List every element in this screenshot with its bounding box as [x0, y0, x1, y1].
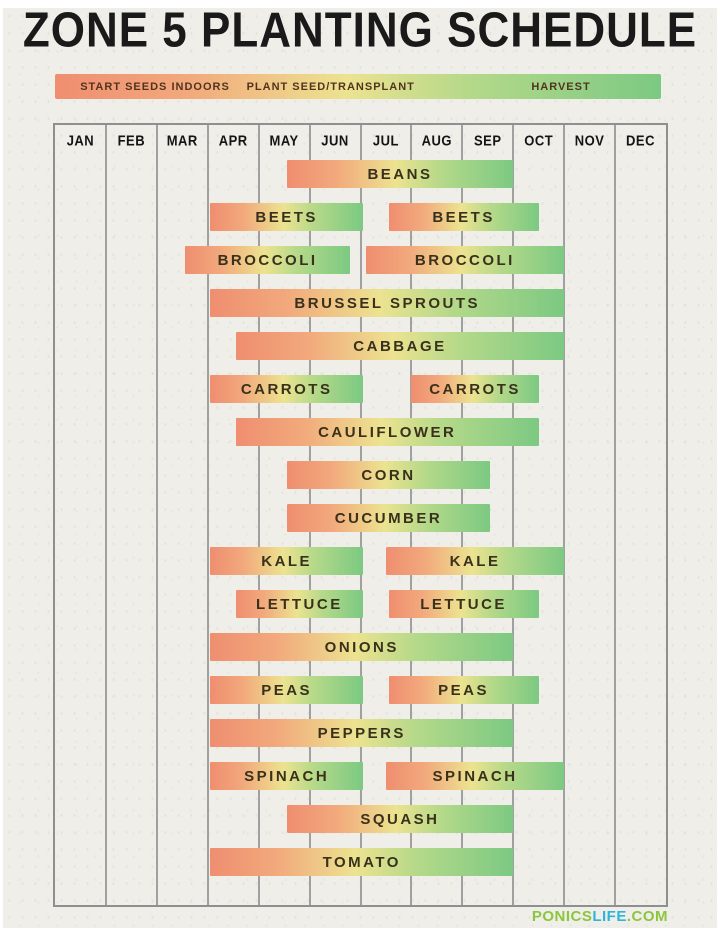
- crop-bar-carrots: CARROTS: [411, 375, 539, 403]
- month-label: APR: [218, 131, 248, 149]
- crop-label: BEETS: [432, 208, 495, 226]
- legend-label-start-seeds-indoors: START SEEDS INDOORS: [80, 80, 230, 93]
- month-label: SEP: [474, 131, 502, 149]
- month-header-may: MAY: [259, 125, 310, 155]
- crop-label: CARROTS: [429, 380, 521, 398]
- crop-label: PEPPERS: [317, 724, 406, 742]
- crop-bar-kale: KALE: [210, 547, 364, 575]
- month-header-mar: MAR: [157, 125, 208, 155]
- month-header-jul: JUL: [361, 125, 412, 155]
- crop-label: CABBAGE: [353, 337, 447, 355]
- brand-part-2: .COM: [626, 908, 668, 925]
- crop-label: BEETS: [255, 208, 318, 226]
- grid-line: [257, 125, 260, 905]
- grid-line: [563, 125, 566, 905]
- crop-label: KALE: [261, 552, 313, 570]
- month-label: OCT: [524, 131, 554, 149]
- crop-bar-lettuce: LETTUCE: [388, 590, 539, 618]
- grid-line: [614, 125, 617, 905]
- month-header-oct: OCT: [513, 125, 564, 155]
- crop-bar-cauliflower: CAULIFLOWER: [235, 418, 539, 446]
- crop-label: PEAS: [438, 681, 490, 699]
- crop-bar-peas: PEAS: [388, 676, 539, 704]
- page-title: ZONE 5 PLANTING SCHEDULE: [22, 3, 698, 58]
- month-header-dec: DEC: [615, 125, 666, 155]
- crop-bar-kale: KALE: [385, 547, 565, 575]
- crop-label: PEAS: [261, 681, 313, 699]
- month-label: JUN: [321, 131, 349, 149]
- crop-bar-beans: BEANS: [286, 160, 514, 188]
- month-label: NOV: [574, 131, 605, 149]
- brand-footer: PONICSLIFE.COM: [532, 908, 668, 925]
- month-label: DEC: [626, 131, 655, 149]
- crop-label: SQUASH: [360, 810, 440, 828]
- crop-label: BRUSSEL SPROUTS: [294, 294, 480, 312]
- month-label: JUL: [372, 131, 399, 149]
- grid-line: [104, 125, 107, 905]
- month-label: MAY: [269, 131, 299, 149]
- crop-label: BROCCOLI: [217, 251, 318, 269]
- crop-bar-lettuce: LETTUCE: [235, 590, 364, 618]
- month-header-apr: APR: [208, 125, 259, 155]
- crop-label: CUCUMBER: [334, 509, 443, 527]
- crop-label: LETTUCE: [420, 595, 507, 613]
- crop-bar-carrots: CARROTS: [210, 375, 364, 403]
- month-header-sep: SEP: [462, 125, 513, 155]
- crop-bar-squash: SQUASH: [286, 805, 514, 833]
- crop-label: CORN: [361, 466, 416, 484]
- crop-label: ONIONS: [324, 638, 399, 656]
- crop-bar-peas: PEAS: [210, 676, 364, 704]
- grid-line: [155, 125, 158, 905]
- crop-bar-beets: BEETS: [388, 203, 539, 231]
- crop-bar-corn: CORN: [286, 461, 491, 489]
- crop-bar-cucumber: CUCUMBER: [286, 504, 491, 532]
- crop-bar-onions: ONIONS: [210, 633, 514, 661]
- grid-line: [512, 125, 515, 905]
- crop-label: BEANS: [367, 165, 433, 183]
- crop-bar-peppers: PEPPERS: [210, 719, 514, 747]
- legend-label-harvest: HARVEST: [531, 80, 591, 93]
- crop-bar-beets: BEETS: [210, 203, 364, 231]
- brand-part-1: LIFE: [592, 908, 627, 925]
- crop-label: TOMATO: [322, 853, 401, 871]
- month-label: MAR: [166, 131, 198, 149]
- calendar-grid: JAN FEB MAR APR MAY JUN JUL AUG SEP OCT NOV DEC BEAN…: [53, 123, 668, 907]
- crop-bar-broccoli: BROCCOLI: [184, 246, 351, 274]
- crop-bar-spinach: SPINACH: [210, 762, 364, 790]
- legend-label-plant-seed-transplant: PLANT SEED/TRANSPLANT: [246, 80, 415, 93]
- crop-label: SPINACH: [432, 767, 518, 785]
- month-label: AUG: [421, 131, 453, 149]
- crop-bar-spinach: SPINACH: [385, 762, 565, 790]
- crop-bar-tomato: TOMATO: [210, 848, 514, 876]
- month-header-aug: AUG: [411, 125, 462, 155]
- month-label: FEB: [117, 131, 146, 149]
- grid-line: [206, 125, 209, 905]
- month-header-jun: JUN: [310, 125, 361, 155]
- crop-label: BROCCOLI: [414, 251, 515, 269]
- legend-gradient-bar: START SEEDS INDOORS PLANT SEED/TRANSPLAN…: [55, 74, 661, 99]
- crop-bar-brussel-sprouts: BRUSSEL SPROUTS: [210, 289, 565, 317]
- crop-label: CAULIFLOWER: [318, 423, 457, 441]
- month-label: JAN: [66, 131, 95, 149]
- crop-bar-cabbage: CABBAGE: [235, 332, 565, 360]
- crop-label: LETTUCE: [256, 595, 343, 613]
- crop-label: CARROTS: [240, 380, 333, 398]
- crop-label: KALE: [449, 552, 501, 570]
- month-header-jan: JAN: [55, 125, 106, 155]
- crop-bar-broccoli: BROCCOLI: [365, 246, 565, 274]
- month-header-nov: NOV: [564, 125, 615, 155]
- month-header-feb: FEB: [106, 125, 157, 155]
- crop-label: SPINACH: [244, 767, 330, 785]
- brand-part-0: PONICS: [531, 908, 593, 925]
